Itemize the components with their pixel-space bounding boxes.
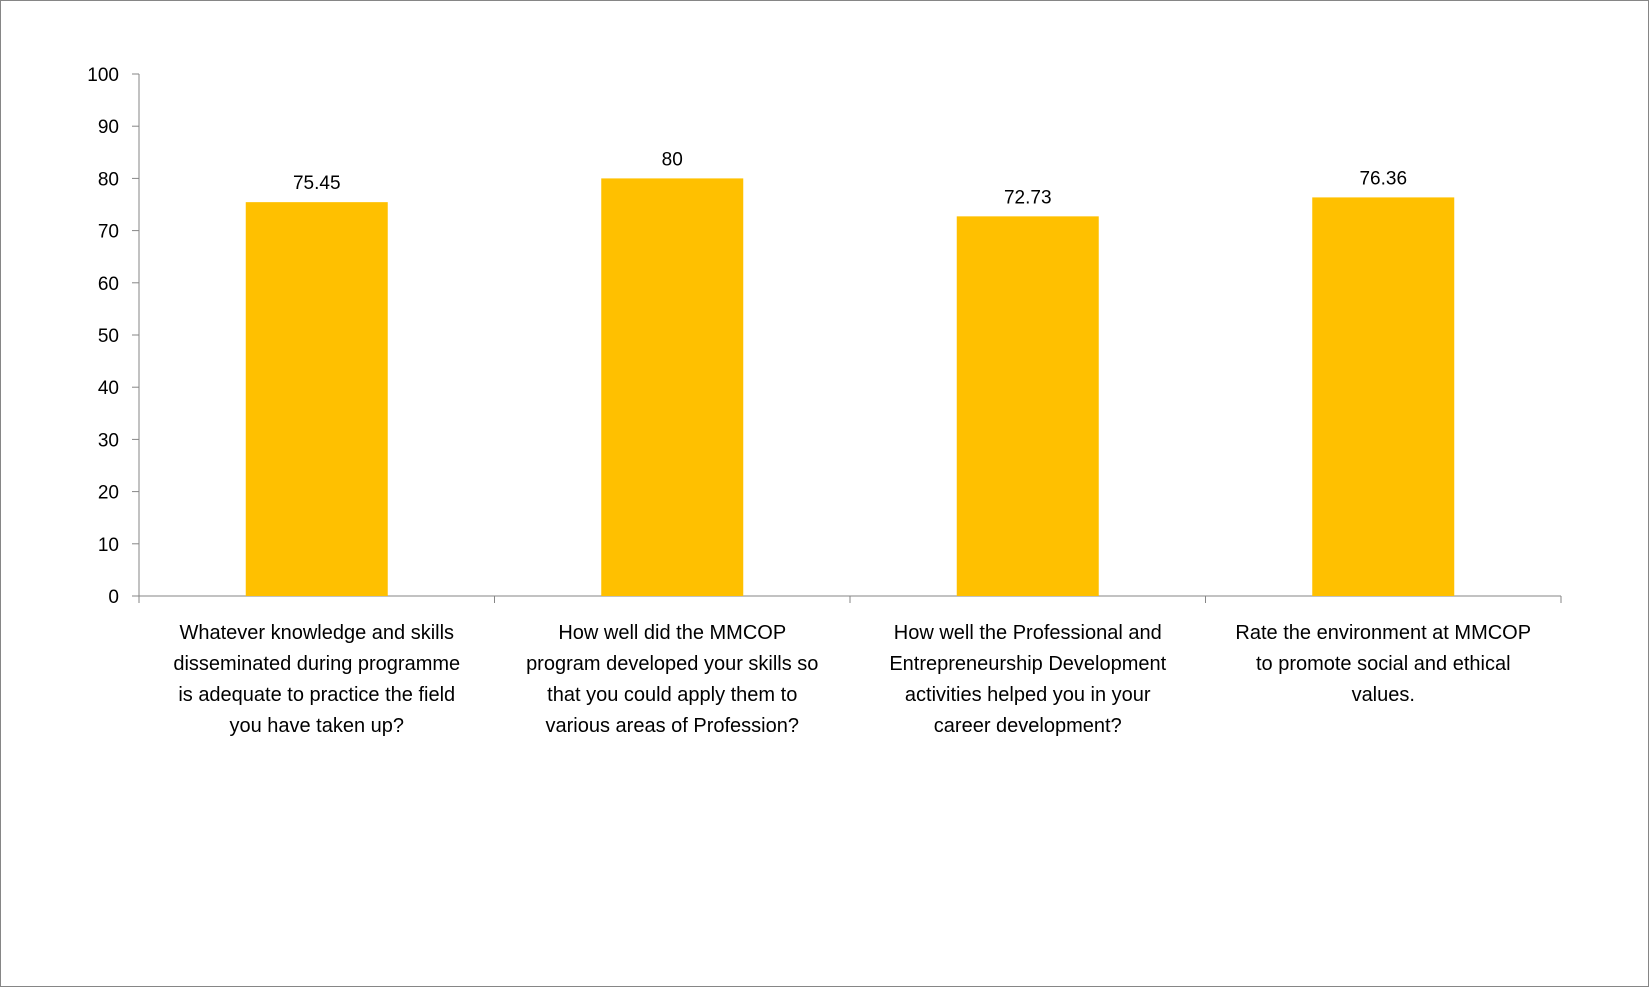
y-tick-label: 60	[98, 274, 119, 295]
x-tick-label: Whatever knowledge and skills disseminate…	[173, 622, 460, 737]
bar	[245, 202, 388, 596]
y-tick-label: 20	[98, 483, 119, 504]
data-label: 80	[662, 149, 683, 170]
bar	[601, 178, 744, 596]
x-tick-label: Rate the environment at MMCOP to promote …	[1235, 622, 1531, 706]
data-label: 76.36	[1359, 168, 1407, 189]
y-tick-label: 10	[98, 535, 119, 556]
bar	[1312, 197, 1455, 596]
x-tick-label: How well did the MMCOP program developed …	[526, 622, 818, 737]
labels: 75.45 Whatever knowledge and skills dissem…	[173, 149, 1531, 737]
bars	[245, 178, 1455, 596]
bar	[956, 216, 1099, 596]
data-label: 72.73	[1004, 187, 1052, 208]
y-tick-label: 30	[98, 430, 119, 451]
y-tick-label: 50	[98, 326, 119, 347]
x-tick-label: How well the Professional and Entrepreneu…	[889, 622, 1166, 737]
y-tick-label: 100	[87, 65, 119, 86]
y-tick-label: 0	[108, 587, 119, 608]
y-tick-label: 40	[98, 378, 119, 399]
y-tick-label: 70	[98, 222, 119, 243]
data-label: 75.45	[293, 173, 341, 194]
y-tick-label: 80	[98, 169, 119, 190]
y-tick-label: 90	[98, 117, 119, 138]
